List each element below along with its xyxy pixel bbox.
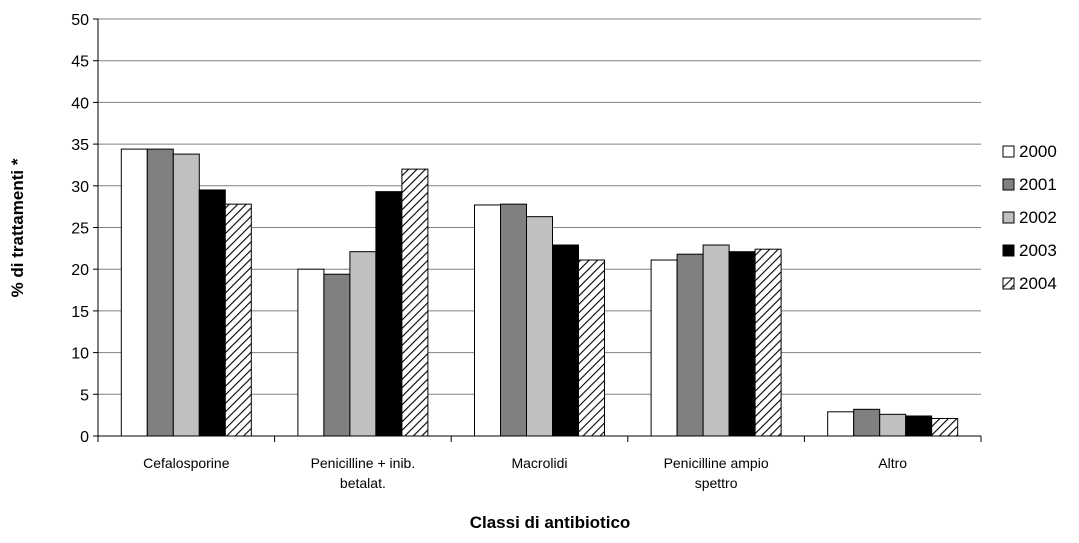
bar-2002: [526, 216, 553, 437]
bar-2001: [676, 253, 704, 437]
bar-2003: [905, 415, 933, 437]
bar-2000: [650, 259, 678, 437]
bar-2001: [146, 148, 174, 437]
y-tick-label: 20: [71, 262, 89, 279]
y-tick-label: 45: [71, 54, 89, 71]
bar-2002: [702, 244, 730, 437]
axes: [93, 18, 982, 442]
legend-swatch-2004: [1002, 277, 1015, 290]
y-axis-title: % di trattamenti *: [8, 158, 27, 297]
bar-2003: [375, 191, 403, 437]
bar-2002: [349, 251, 377, 437]
bar-2003: [198, 189, 226, 437]
bars: [120, 148, 959, 437]
legend: 2000 2001 2002 2003 2004: [1002, 142, 1057, 293]
legend-swatch-2001: [1002, 178, 1015, 191]
y-tick-label: 0: [80, 429, 89, 446]
bar-2002: [172, 153, 200, 437]
legend-label-2000: 2000: [1019, 142, 1057, 161]
legend-swatch-2002: [1002, 211, 1015, 224]
y-tick-label: 5: [80, 387, 89, 404]
legend-swatch-2000: [1002, 145, 1015, 158]
bar-2004: [224, 203, 252, 437]
bar-2000: [297, 268, 325, 437]
bar-2001: [500, 203, 527, 437]
bar-2000: [120, 148, 148, 437]
bar-2004: [931, 417, 959, 437]
legend-label-2003: 2003: [1019, 241, 1057, 260]
bar-2001: [323, 273, 351, 437]
bar-2003: [728, 251, 756, 437]
category-label: Penicilline + inib.: [311, 455, 416, 471]
y-tick-label: 40: [71, 95, 89, 112]
y-tick-label: 15: [71, 304, 89, 321]
category-label: Penicilline ampio: [664, 455, 769, 471]
bar-2004: [578, 259, 605, 437]
bar-2000: [474, 204, 501, 437]
category-label: betalat.: [340, 475, 386, 491]
category-label: Altro: [878, 455, 907, 471]
axis-labels: 0 5 10 15 20 25 30 35 40 45 50 Cefalosporine Penicil…: [71, 12, 907, 491]
bar-2003: [552, 244, 579, 437]
x-axis-title: Classi di antibiotico: [470, 513, 631, 532]
category-label: Cefalosporine: [143, 455, 230, 471]
legend-label-2002: 2002: [1019, 208, 1057, 227]
category-label: Macrolidi: [511, 455, 567, 471]
bar-2000: [827, 411, 855, 437]
bar-2001: [853, 408, 881, 437]
legend-label-2001: 2001: [1019, 175, 1057, 194]
category-label: spettro: [695, 475, 738, 491]
y-tick-label: 25: [71, 221, 89, 238]
y-tick-label: 35: [71, 137, 89, 154]
bar-2004: [754, 248, 782, 437]
bar-2002: [879, 413, 907, 437]
bar-2004: [401, 168, 429, 437]
y-tick-label: 50: [71, 12, 89, 29]
legend-label-2004: 2004: [1019, 274, 1057, 293]
y-tick-label: 10: [71, 346, 89, 363]
y-tick-label: 30: [71, 179, 89, 196]
legend-swatch-2003: [1002, 244, 1015, 257]
